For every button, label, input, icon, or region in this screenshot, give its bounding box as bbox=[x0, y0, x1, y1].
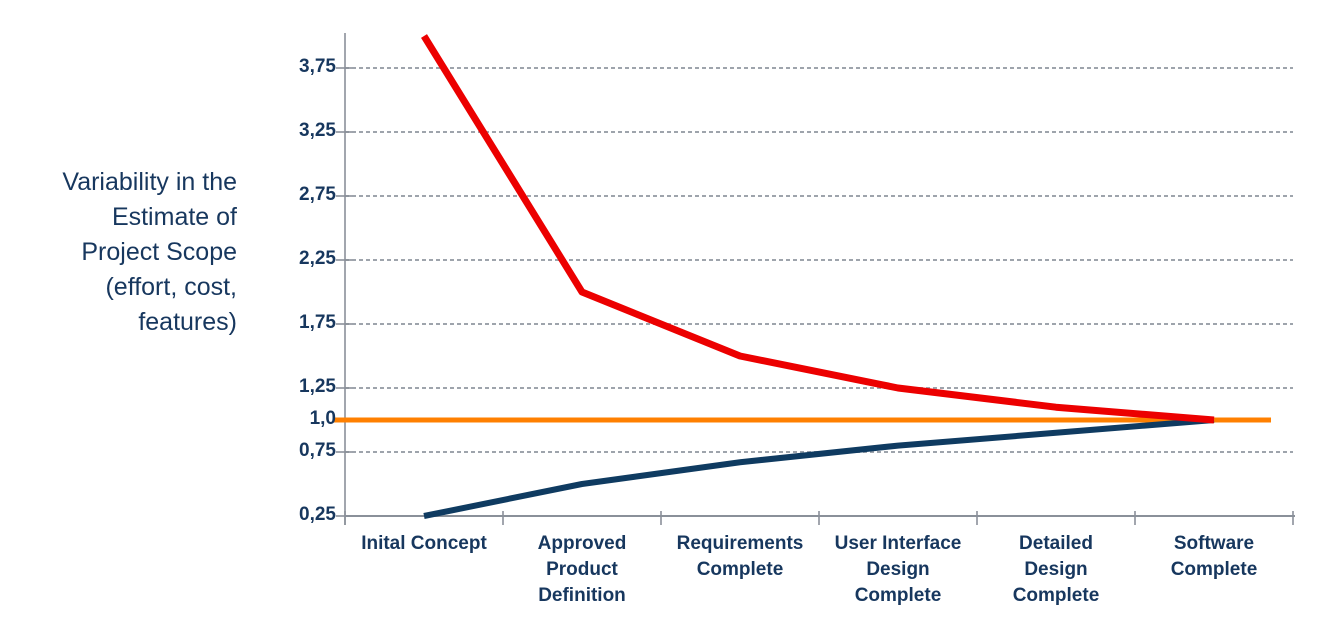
x-tick-label: Detailed Design Complete bbox=[1012, 533, 1100, 606]
y-tick-label: 0,25 bbox=[299, 504, 336, 525]
y-axis-title: Variability in the Estimate of Project S… bbox=[62, 168, 237, 336]
y-tick-label: 1,0 bbox=[309, 408, 336, 429]
y-tick-label: 2,25 bbox=[299, 248, 336, 269]
x-tick-label: Requirements Complete bbox=[676, 533, 804, 580]
y-tick-label: 3,25 bbox=[299, 120, 336, 141]
y-tick-label: 3,75 bbox=[299, 56, 336, 77]
y-tick-label: 2,75 bbox=[299, 184, 336, 205]
x-tick-label: Approved Product Definition bbox=[537, 533, 627, 606]
lower-bound-estimate-line bbox=[423, 417, 1215, 519]
x-tick-label: Inital Concept bbox=[361, 533, 487, 554]
upper-bound-estimate-line bbox=[421, 34, 1215, 424]
y-tick-label: 0,75 bbox=[299, 440, 336, 461]
x-tick-label: User Interface Design Complete bbox=[834, 533, 962, 606]
y-tick-label: 1,25 bbox=[299, 376, 336, 397]
x-tick-label: Software Complete bbox=[1170, 533, 1258, 580]
y-tick-label: 1,75 bbox=[299, 312, 336, 333]
